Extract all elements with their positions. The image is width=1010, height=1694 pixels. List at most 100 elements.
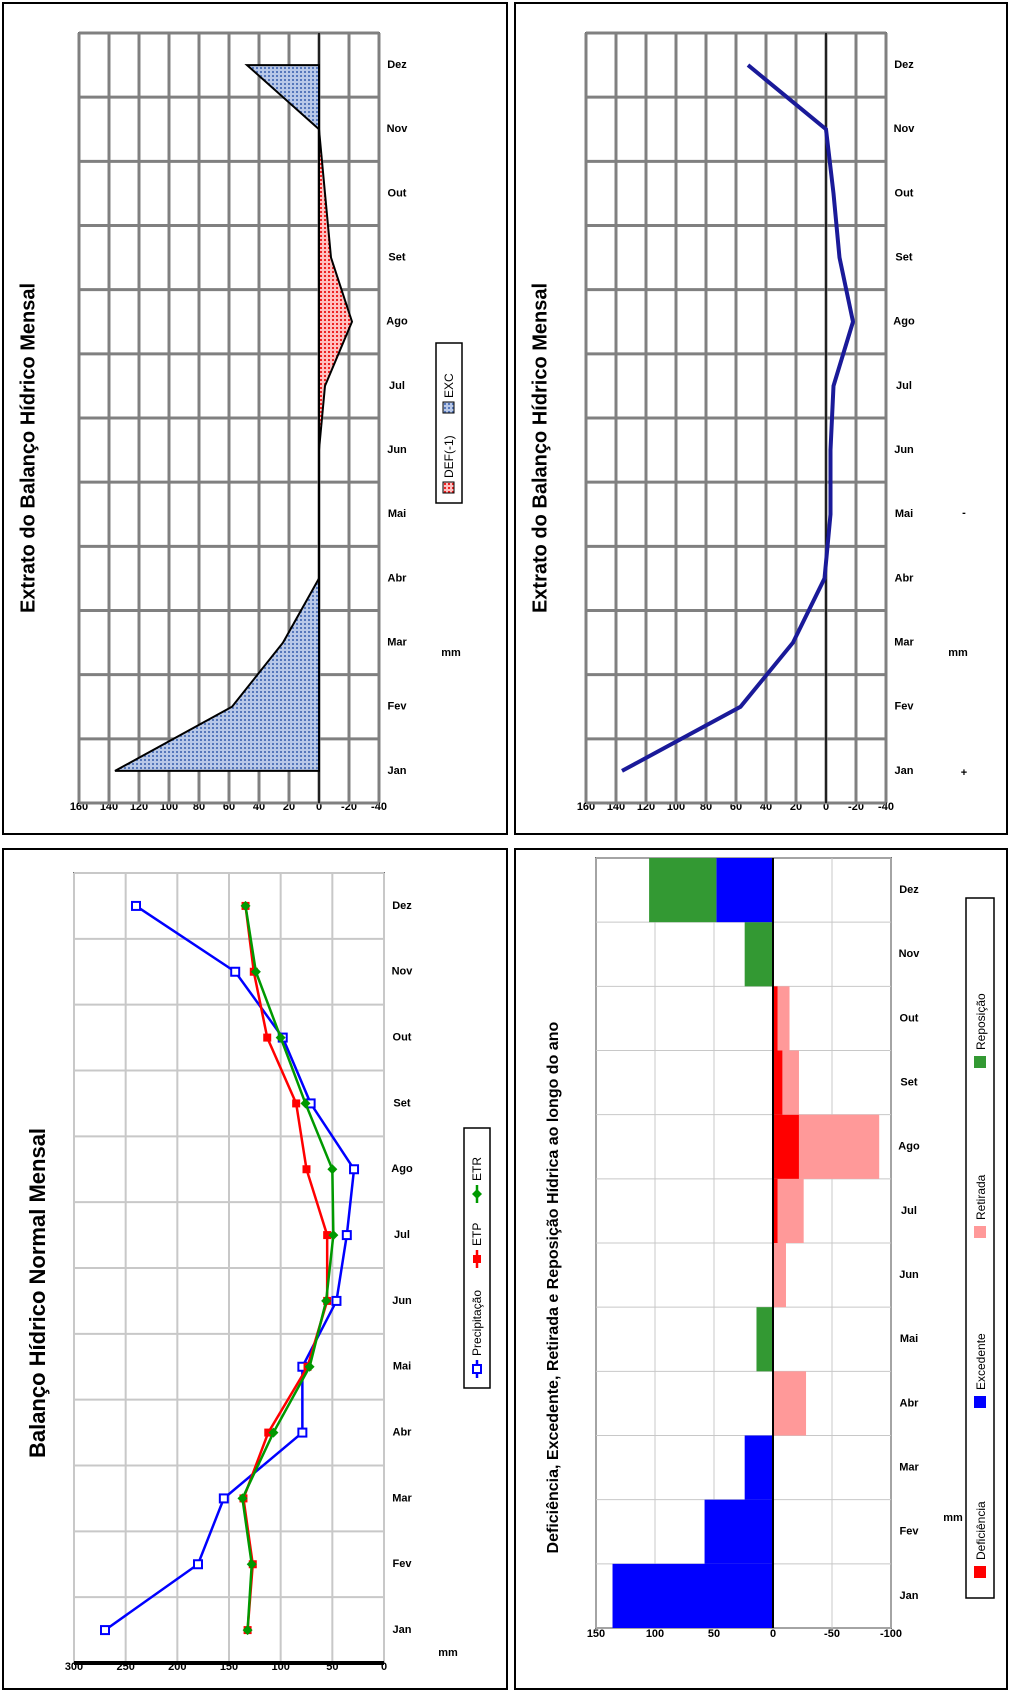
x-tick-label: Nov bbox=[894, 123, 916, 135]
x-tick-label: Jun bbox=[387, 444, 407, 456]
panel-extrato-bars: -40 -20 0 20 40 60 80 100 120 140 160 Jan Fev Mar Abr M… bbox=[2, 2, 508, 835]
x-tick-label: Set bbox=[900, 1076, 917, 1088]
legend-marker bbox=[472, 1364, 482, 1374]
x-tick-label: Fev bbox=[393, 1558, 413, 1570]
bar-retirada bbox=[773, 1371, 807, 1436]
point-marker bbox=[341, 1230, 352, 1241]
x-tick-label: Jan bbox=[388, 765, 407, 777]
x-tick-label: Mai bbox=[895, 508, 913, 520]
panel-deficiencia: -100 -50 0 50 100 150 Jan Fev Mar Abr Mai Jun Jul Ago… bbox=[514, 848, 1008, 1690]
x-tick-label: Nov bbox=[392, 966, 414, 978]
panel-bhn-mensal: 0 50 100 150 200 250 300 Jan Fev Mar Abr Mai Jun Jul A… bbox=[2, 848, 508, 1690]
x-tick-label: Jun bbox=[392, 1295, 412, 1307]
side-label-plus: + bbox=[961, 767, 967, 779]
chart-svg: 050100150200250300JanFevMarAbrMaiJunJulA… bbox=[25, 872, 491, 1673]
point-marker bbox=[297, 1427, 308, 1438]
legend-label: DEF(-1) bbox=[442, 435, 456, 478]
bar-retirada bbox=[777, 1178, 804, 1243]
point-marker bbox=[331, 1295, 342, 1306]
side-label-minus: - bbox=[962, 507, 966, 519]
legend-box bbox=[965, 897, 995, 1599]
rotated-plot-group: -40-20020406080100120140160JanFevMarAbrM… bbox=[529, 31, 968, 813]
series-line bbox=[241, 905, 335, 1631]
x-tick-label: Abr bbox=[900, 1397, 920, 1409]
point-marker bbox=[240, 900, 251, 911]
chart-title: Balanço Hídrico Normal Mensal bbox=[25, 1128, 50, 1458]
x-tick-label: Jan bbox=[895, 765, 914, 777]
point-marker bbox=[292, 1099, 301, 1108]
point-marker bbox=[304, 1361, 315, 1372]
bar-deficiência bbox=[773, 1178, 778, 1243]
x-tick-label: Jul bbox=[896, 380, 912, 392]
point-marker bbox=[131, 900, 141, 911]
x-tick-label: Out bbox=[895, 187, 914, 199]
legend-swatch bbox=[442, 401, 455, 414]
bar-deficiência bbox=[773, 1050, 783, 1115]
bar-excedente bbox=[744, 1435, 773, 1500]
point-marker bbox=[327, 1164, 338, 1175]
x-tick-label: Dez bbox=[899, 884, 919, 896]
legend-label: Deficiência bbox=[974, 1501, 988, 1560]
x-tick-label: Ago bbox=[898, 1141, 920, 1153]
panel-extrato-line: -40 -20 0 20 40 60 80 100 120 140 160 Jan Fev Mar Abr M… bbox=[514, 2, 1008, 835]
point-marker bbox=[246, 1559, 257, 1570]
bar-reposição bbox=[744, 922, 773, 987]
legend-swatch bbox=[974, 1226, 986, 1238]
x-tick-label: Fev bbox=[895, 701, 915, 713]
x-tick-label: Jan bbox=[393, 1624, 412, 1636]
chart-svg: -40-20020406080100120140160JanFevMarAbrM… bbox=[529, 31, 968, 813]
x-tick-label: Mar bbox=[387, 636, 407, 648]
legend-marker bbox=[473, 1255, 481, 1263]
y-tick-label: 0 bbox=[823, 801, 829, 813]
x-tick-label: Mar bbox=[899, 1461, 919, 1473]
series-line bbox=[621, 63, 856, 773]
x-tick-label: Dez bbox=[387, 59, 407, 71]
x-tick-label: Mai bbox=[388, 508, 406, 520]
x-tick-label: Nov bbox=[387, 123, 409, 135]
bar-deficiência bbox=[773, 1114, 799, 1179]
point-marker bbox=[193, 1559, 203, 1570]
legend-label: ETR bbox=[470, 1157, 484, 1181]
point-marker bbox=[349, 1164, 360, 1175]
x-tick-label: Jul bbox=[901, 1205, 917, 1217]
legend-swatch bbox=[442, 481, 455, 494]
x-tick-label: Nov bbox=[899, 948, 921, 960]
legend-box bbox=[435, 342, 463, 504]
x-tick-label: Dez bbox=[392, 900, 412, 912]
point-marker bbox=[100, 1625, 110, 1636]
legend-label: Retirada bbox=[974, 1174, 988, 1220]
x-tick-label: Abr bbox=[388, 572, 408, 584]
legend-label: Precipitação bbox=[470, 1290, 484, 1356]
legend: Precipitação ETP ETR bbox=[463, 1127, 491, 1389]
x-tick-label: Mai bbox=[393, 1361, 411, 1373]
y-tick-label: 50 bbox=[708, 1628, 720, 1640]
point-marker bbox=[250, 966, 261, 977]
legend-label: Reposição bbox=[974, 993, 988, 1050]
x-tick-label: Abr bbox=[393, 1426, 413, 1438]
x-tick-label: Fev bbox=[388, 701, 408, 713]
bar-excedente bbox=[612, 1563, 773, 1628]
x-tick-label: Out bbox=[900, 1012, 919, 1024]
x-tick-label: Mar bbox=[894, 636, 914, 648]
x-tick-label: Jul bbox=[394, 1229, 410, 1241]
x-tick-label: Out bbox=[393, 1031, 412, 1043]
x-tick-label: Jul bbox=[389, 380, 405, 392]
point-marker bbox=[323, 1231, 332, 1240]
x-tick-label: Set bbox=[388, 251, 405, 263]
y-axis-label: mm bbox=[943, 1512, 963, 1524]
legend-swatch bbox=[974, 1396, 986, 1408]
x-tick-label: Set bbox=[393, 1097, 410, 1109]
x-tick-label: Jun bbox=[899, 1269, 919, 1281]
rotated-plot-group: 050100150200250300JanFevMarAbrMaiJunJulA… bbox=[25, 872, 491, 1673]
chart-svg: -40-20020406080100120140160JanFevMarAbrM… bbox=[17, 31, 463, 813]
bar-retirada bbox=[782, 1050, 799, 1115]
x-tick-label: Out bbox=[388, 187, 407, 199]
point-marker bbox=[218, 1493, 229, 1504]
y-axis-label: mm bbox=[438, 1647, 458, 1659]
bar-retirada bbox=[773, 1242, 786, 1308]
y-tick-label: 100 bbox=[646, 1628, 664, 1640]
point-marker bbox=[263, 1033, 272, 1042]
point-marker bbox=[264, 1428, 273, 1437]
x-tick-label: Abr bbox=[895, 572, 915, 584]
bar-retirada bbox=[777, 986, 790, 1051]
